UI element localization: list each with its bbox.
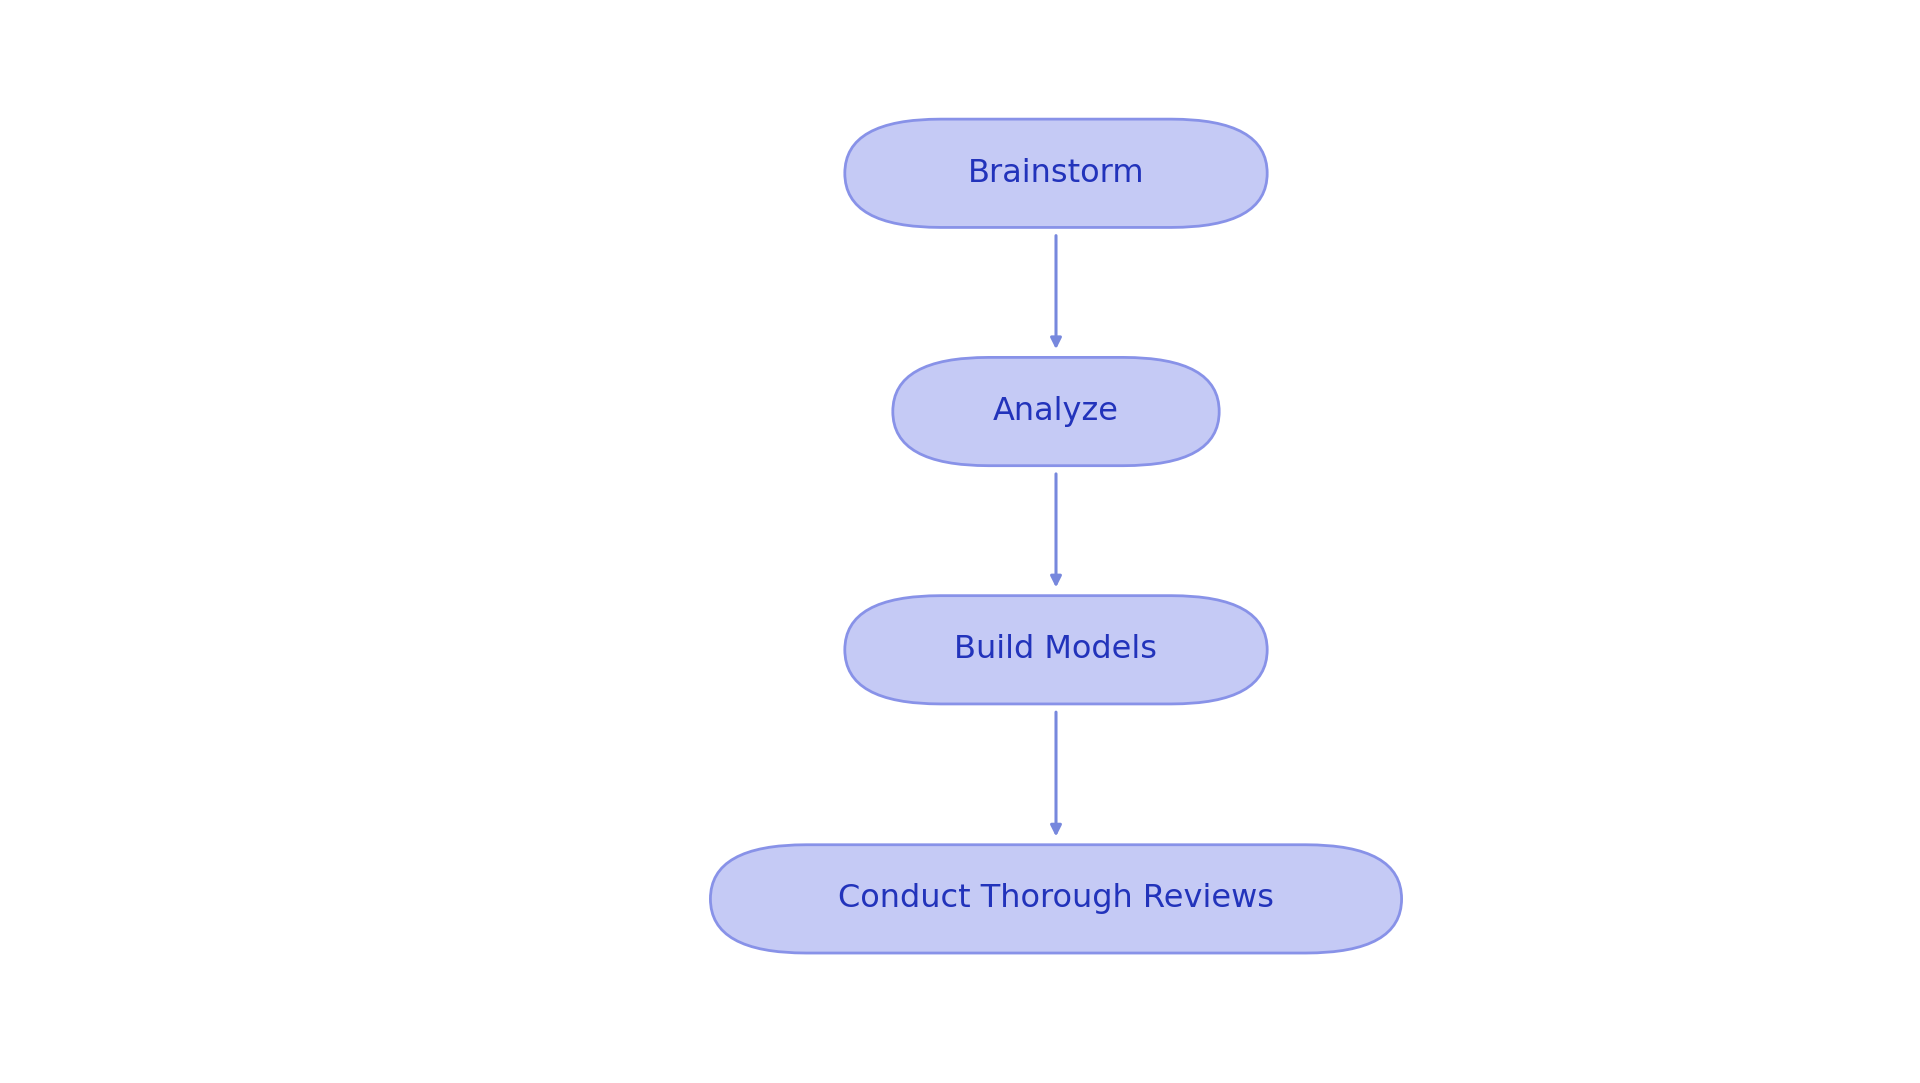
- Text: Brainstorm: Brainstorm: [968, 158, 1144, 188]
- FancyBboxPatch shape: [893, 357, 1219, 466]
- FancyBboxPatch shape: [845, 119, 1267, 227]
- FancyBboxPatch shape: [710, 845, 1402, 953]
- Text: Build Models: Build Models: [954, 635, 1158, 665]
- FancyBboxPatch shape: [845, 596, 1267, 704]
- Text: Conduct Thorough Reviews: Conduct Thorough Reviews: [837, 884, 1275, 914]
- Text: Analyze: Analyze: [993, 396, 1119, 427]
